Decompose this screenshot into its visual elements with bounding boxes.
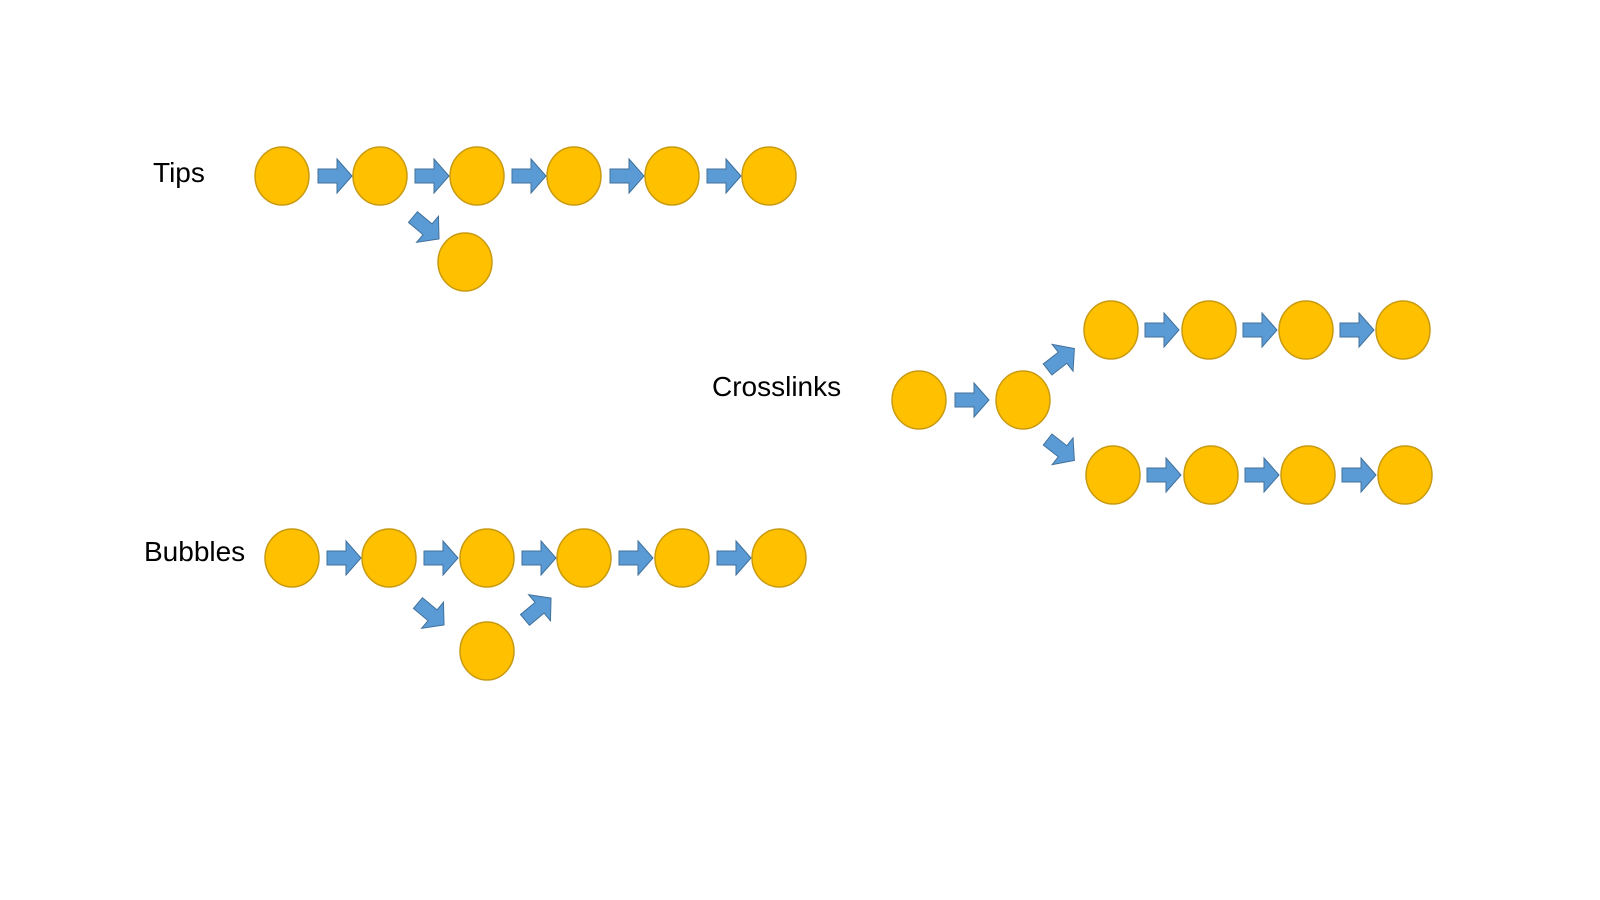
crosslinks-upper-arrow-icon [1339, 311, 1375, 349]
bubbles-node [556, 528, 612, 588]
bubbles-node [751, 528, 807, 588]
tips-node [644, 146, 700, 206]
tips-label: Tips [153, 157, 205, 188]
crosslinks-lower-node [1377, 445, 1433, 505]
bubbles-up-arrow-icon [519, 594, 552, 626]
bubbles-node [264, 528, 320, 588]
bubbles-graph [264, 528, 807, 681]
bubbles-bubble-node [459, 621, 515, 681]
crosslinks-down-arrow-icon [1042, 433, 1075, 466]
bubbles-arrow-icon [521, 539, 557, 577]
tips-arrow-icon [706, 157, 742, 195]
crosslinks-upper-node [1375, 300, 1431, 360]
bubbles-arrow-icon [326, 539, 362, 577]
crosslinks-lower-node [1085, 445, 1141, 505]
crosslinks-lower-node [1280, 445, 1336, 505]
crosslinks-graph [891, 300, 1433, 505]
crosslinks-upper-node [1083, 300, 1139, 360]
tips-node [449, 146, 505, 206]
crosslinks-node [891, 370, 947, 430]
crosslinks-lower-node [1183, 445, 1239, 505]
crosslinks-lower-arrow-icon [1244, 456, 1280, 494]
tips-node [352, 146, 408, 206]
bubbles-node [459, 528, 515, 588]
tips-arrow-icon [609, 157, 645, 195]
bubbles-down-arrow-icon [412, 597, 445, 629]
crosslinks-arrow-icon [954, 381, 990, 419]
bubbles-arrow-icon [423, 539, 459, 577]
tips-branch-arrow-icon [407, 211, 440, 243]
bubbles-arrow-icon [618, 539, 654, 577]
crosslinks-label: Crosslinks [712, 371, 841, 402]
tips-branch-node [437, 232, 493, 292]
tips-arrow-icon [414, 157, 450, 195]
bubbles-label: Bubbles [144, 536, 245, 567]
tips-node [546, 146, 602, 206]
crosslinks-lower-arrow-icon [1146, 456, 1182, 494]
crosslinks-up-arrow-icon [1042, 343, 1075, 376]
tips-arrow-icon [317, 157, 353, 195]
tips-node [741, 146, 797, 206]
crosslinks-upper-arrow-icon [1144, 311, 1180, 349]
crosslinks-upper-node [1278, 300, 1334, 360]
crosslinks-upper-arrow-icon [1242, 311, 1278, 349]
crosslinks-upper-node [1181, 300, 1237, 360]
tips-graph [254, 146, 797, 292]
bubbles-arrow-icon [716, 539, 752, 577]
crosslinks-node [995, 370, 1051, 430]
tips-arrow-icon [511, 157, 547, 195]
tips-node [254, 146, 310, 206]
bubbles-node [654, 528, 710, 588]
bubbles-node [361, 528, 417, 588]
crosslinks-lower-arrow-icon [1341, 456, 1377, 494]
